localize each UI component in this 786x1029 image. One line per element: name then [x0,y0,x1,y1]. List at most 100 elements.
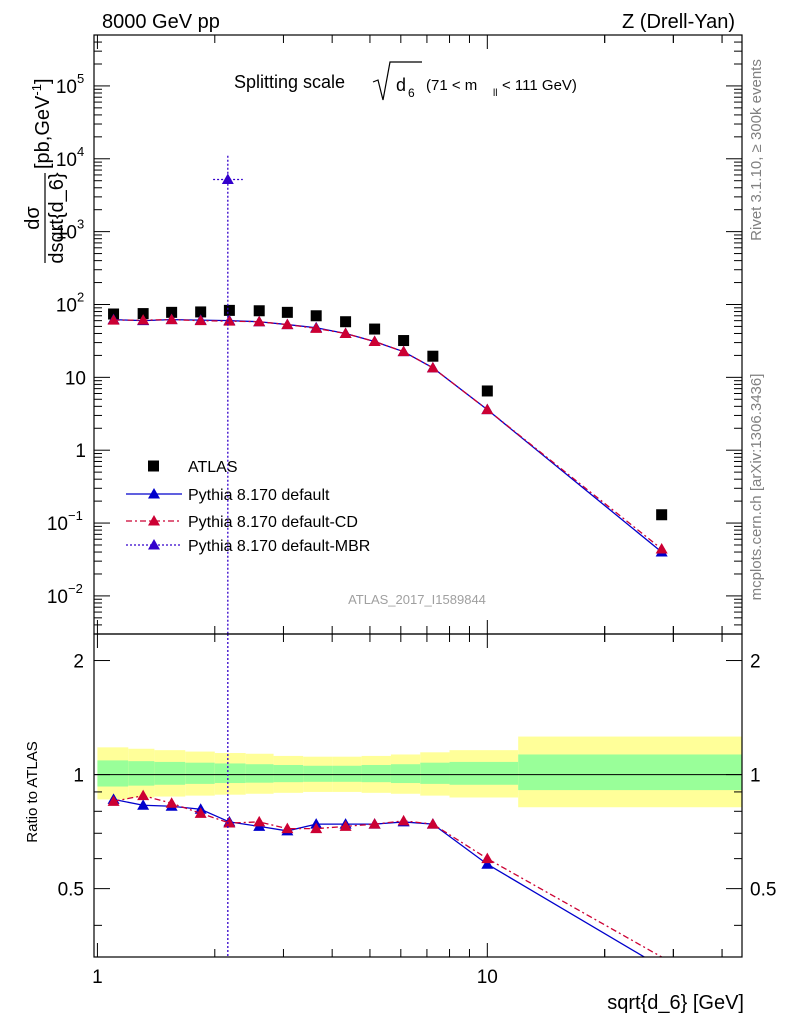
y-tick-exponent: −2 [68,581,83,596]
y-tick-label: 10 [56,77,77,98]
ratio-marker-0-1 [137,799,150,810]
inner-band-12 [449,761,519,785]
inner-band-7 [303,765,333,782]
energy-label: 8000 GeV pp [102,11,220,33]
data-point-5 [253,305,265,317]
ratio-line-1 [113,794,662,957]
y-tick-label: 10 [47,514,68,535]
y-tick-exponent: −1 [68,508,83,523]
y-tick-label: 10 [56,150,77,171]
ratio-marker-1-4 [223,817,236,828]
ratio-ytick-label-left: 2 [73,652,84,673]
series-marker-2-0 [107,314,120,325]
inner-band-0 [97,760,129,787]
series-marker-2-7 [310,322,323,333]
legend-label-2: Pythia 8.170 default-CD [188,514,358,531]
series-marker-2-3 [194,314,207,326]
rivet-label: Rivet 3.1.10, ≥ 300k events [748,59,765,241]
inner-band-10 [390,764,421,784]
data-point-2 [166,306,178,318]
mcplots-label: mcplots.cern.ch [arXiv:1306.3436] [748,374,765,601]
series-2 [107,313,668,554]
data-point-8 [340,316,352,328]
ratio-series-1 [107,789,662,957]
data-point-13 [656,509,668,521]
data-point-1 [137,308,149,320]
y-tick-label: 10 [56,295,77,316]
ratio-marker-1-10 [397,814,410,826]
data-point-10 [398,335,410,347]
title-cut-close: < 111 GeV) [502,77,577,94]
series-marker-2-11 [426,361,439,373]
y-tick-label: 10 [47,587,68,608]
series-marker-3-0 [221,173,234,184]
y-tick-label: 1 [75,441,86,462]
inner-band-6 [273,764,304,783]
x-tick-label: 10 [477,967,498,988]
title-symbol: d [396,75,406,95]
y-tick-exponent: 3 [77,217,84,232]
legend-marker-3 [148,539,160,550]
ylabel-unit: [pb,GeV-1] [29,78,54,169]
main-plot-title: Splitting scale d 6 (71 < m ll < 111 GeV… [234,61,577,101]
y-tick-label: 10 [65,368,86,389]
title-text: Splitting scale [234,72,345,92]
legend-label-0: ATLAS [188,459,238,476]
series-marker-2-6 [281,318,294,330]
ratio-marker-1-0 [107,795,120,806]
ratio-marker-1-11 [426,818,439,829]
data-point-12 [481,385,493,397]
ylabel-denominator: dsqrt{d_6} [46,172,68,264]
inner-band-2 [154,761,186,785]
title-cut-open: (71 < m [426,77,477,94]
series-marker-2-2 [165,313,178,325]
legend-label-1: Pythia 8.170 default [188,487,330,504]
ratio-marker-1-1 [137,789,150,801]
x-axis-label: sqrt{d_6} [GeV] [607,992,744,1014]
data-point-9 [369,323,381,335]
inner-band-5 [245,764,274,783]
legend-label-3: Pythia 8.170 default-MBR [188,538,370,555]
ylabel-numerator: dσ [22,206,44,230]
series-marker-2-13 [655,543,668,554]
uncertainty-bands [97,736,742,808]
y-tick-exponent: 4 [77,144,84,159]
inner-band-3 [185,762,215,784]
ratio-marker-1-8 [339,820,352,831]
title-subscript: 6 [408,86,415,100]
title-cut-sub: ll [493,88,497,99]
inner-band-11 [420,762,450,784]
y-tick-exponent: 2 [77,289,84,304]
legend-marker-1 [148,488,160,499]
process-label: Z (Drell-Yan) [622,11,735,33]
legend-marker-0 [148,460,159,472]
series-3 [213,155,243,634]
data-point-11 [427,350,439,362]
ratio-marker-1-12 [481,852,494,864]
ratio-marker-1-2 [165,797,178,808]
series-marker-2-12 [481,403,494,415]
ratio-marker-1-7 [310,822,323,834]
legend-marker-2 [148,515,160,526]
main-y-axis-label: dσ dsqrt{d_6} [pb,GeV-1] [22,78,68,263]
series-marker-2-9 [368,335,381,347]
y-tick-label: 10 [56,223,77,244]
series-marker-2-4 [223,315,236,326]
ratio-ytick-label-right: 1 [750,766,761,787]
ratio-marker-1-5 [253,815,266,827]
ratio-marker-1-9 [368,818,381,829]
ratio-series-0 [107,793,646,957]
ratio-plot-area: 1 10 0.5 0.5 1 1 2 2 [58,633,776,988]
inner-band-1 [128,761,155,786]
ratio-ytick-label-left: 1 [73,766,84,787]
ratio-marker-1-6 [281,822,294,834]
ratio-marker-1-3 [194,807,207,818]
series-marker-2-5 [253,315,266,327]
ratio-ytick-label-right: 0.5 [750,880,776,901]
series-0 [108,304,668,521]
data-point-4 [223,304,235,316]
series-marker-2-10 [397,345,410,357]
inner-band-13 [518,754,742,791]
